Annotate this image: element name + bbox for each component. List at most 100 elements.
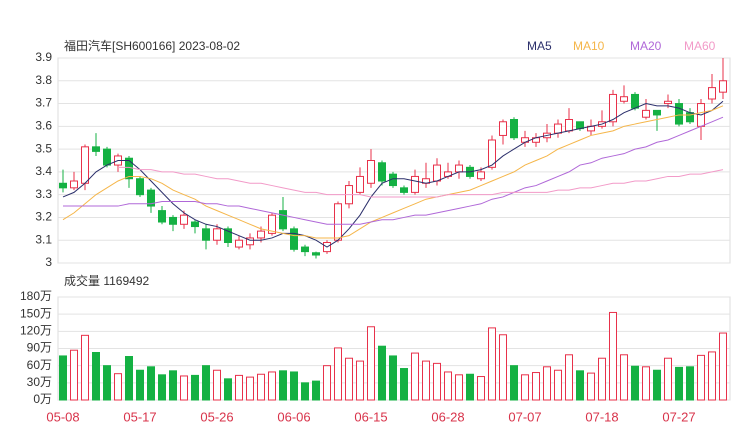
- volume-bar: [642, 366, 650, 401]
- candle-body: [653, 109, 661, 116]
- volume-bar: [543, 366, 551, 401]
- candle-body: [312, 252, 320, 256]
- volume-bar: [609, 311, 617, 401]
- candle-body: [158, 210, 166, 223]
- price-frame: [57, 57, 731, 264]
- volume-bar: [697, 354, 705, 401]
- volume-bar: [389, 355, 397, 401]
- y-tick-label: 3.6: [35, 119, 52, 133]
- volume-bar: [70, 349, 78, 401]
- volume-bar: [631, 365, 639, 401]
- volume-bar: [125, 356, 133, 401]
- candle-body: [675, 103, 683, 125]
- y-tick-label: 150万: [20, 306, 52, 320]
- volume-bar: [587, 372, 595, 401]
- volume-bar: [213, 369, 221, 401]
- volume-bar: [301, 382, 309, 401]
- volume-bar: [400, 368, 408, 401]
- legend-entry: MA10: [573, 39, 605, 53]
- volume-bar: [81, 334, 89, 401]
- x-tick-label: 06-15: [354, 409, 387, 424]
- volume-bar: [180, 375, 188, 401]
- candle-body: [334, 203, 342, 241]
- candle-body: [510, 119, 518, 139]
- candle-body: [81, 146, 89, 184]
- candle-body: [92, 146, 100, 152]
- candle-body: [70, 180, 78, 189]
- y-tick-label: 3.5: [35, 141, 52, 155]
- volume-bar: [224, 378, 232, 401]
- candle-body: [191, 221, 199, 228]
- legend-entry: MA20: [630, 39, 662, 53]
- volume-bar: [664, 357, 672, 401]
- volume-bar: [510, 365, 518, 401]
- volume-bar: [191, 374, 199, 401]
- volume-bar: [477, 376, 485, 401]
- volume-bar: [246, 376, 254, 401]
- candle-body: [59, 182, 67, 189]
- candle-body: [631, 93, 639, 109]
- x-tick-label: 05-26: [200, 409, 233, 424]
- candle-body: [257, 230, 265, 239]
- x-tick-label: 06-06: [277, 409, 310, 424]
- volume-bar: [279, 370, 287, 401]
- ma-line: [62, 105, 724, 239]
- candle-body: [125, 157, 133, 180]
- x-tick-label: 05-08: [46, 409, 79, 424]
- volume-bar: [147, 366, 155, 401]
- volume-bar: [268, 371, 276, 401]
- volume-bar: [708, 351, 716, 401]
- volume-bar: [323, 365, 331, 401]
- chart-title: 福田汽车[SH600166] 2023-08-02: [64, 38, 240, 53]
- candle-body: [103, 148, 111, 166]
- candle-body: [499, 121, 507, 136]
- candle-body: [455, 164, 463, 173]
- volume-bar: [521, 374, 529, 401]
- candle-body: [169, 216, 177, 225]
- volume-title: 成交量 1169492: [64, 273, 149, 288]
- volume-bar: [598, 357, 606, 401]
- volume-bar: [466, 373, 474, 401]
- y-tick-label: 3.4: [35, 164, 52, 178]
- volume-bar: [59, 355, 67, 401]
- x-tick-label: 05-17: [123, 409, 156, 424]
- candle-body: [147, 189, 155, 207]
- x-tick-label: 07-07: [508, 409, 541, 424]
- volume-bar: [378, 345, 386, 401]
- candle-body: [565, 119, 573, 132]
- y-tick-label: 3: [45, 255, 52, 269]
- candle-body: [708, 87, 716, 100]
- candle-body: [235, 239, 243, 248]
- candle-body: [620, 96, 628, 102]
- candle-body: [224, 228, 232, 243]
- volume-bar: [312, 380, 320, 401]
- y-tick-label: 180万: [20, 289, 52, 303]
- volume-bar: [576, 370, 584, 401]
- candle-body: [433, 164, 441, 182]
- candle-body: [279, 210, 287, 230]
- candle-body: [213, 228, 221, 241]
- candle-body: [246, 237, 254, 246]
- volume-bar: [554, 369, 562, 401]
- candle-body: [180, 214, 188, 225]
- volume-bar: [433, 362, 441, 401]
- candle-body: [477, 171, 485, 180]
- candle-body: [378, 162, 386, 182]
- volume-bar: [532, 372, 540, 401]
- volume-bar: [653, 369, 661, 401]
- y-tick-label: 3.3: [35, 187, 52, 201]
- candle-body: [301, 246, 309, 253]
- volume-bar: [686, 366, 694, 401]
- volume-bar: [455, 374, 463, 401]
- candle-body: [411, 175, 419, 193]
- candle-body: [290, 228, 298, 250]
- volume-bar: [92, 352, 100, 401]
- y-tick-label: 3.7: [35, 96, 52, 110]
- volume-bar: [202, 365, 210, 401]
- y-tick-label: 3.9: [35, 50, 52, 64]
- candle-body: [202, 228, 210, 241]
- candle-body: [268, 214, 276, 234]
- volume-bar: [235, 374, 243, 401]
- y-tick-label: 90万: [27, 341, 52, 355]
